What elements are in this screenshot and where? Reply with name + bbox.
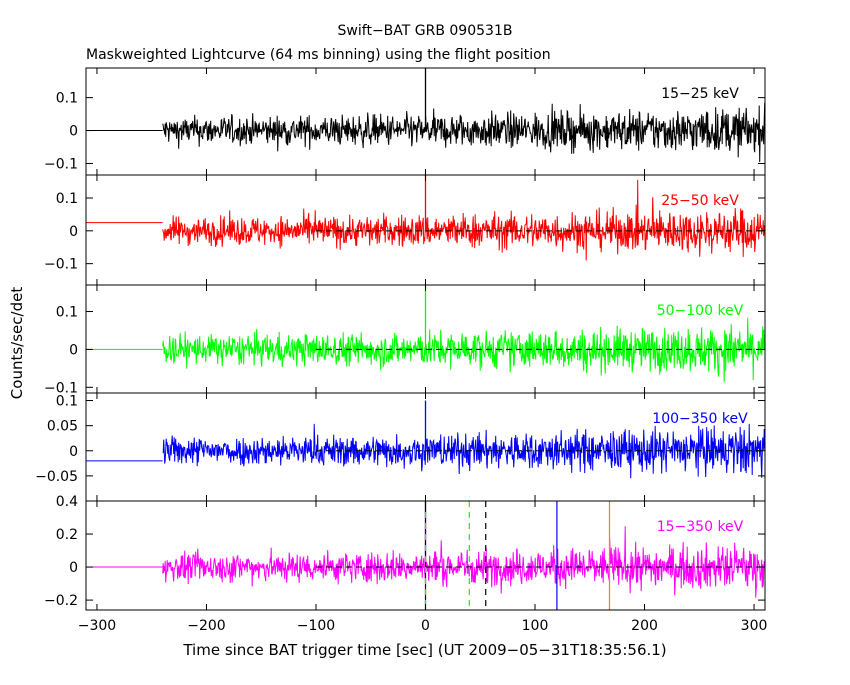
y-tick-label-1-0: −0.1 [44,257,78,273]
band-label-3: 100−350 keV [652,411,748,427]
panel-3: −0.05 0 0.05 0.1 100−350 keV [35,392,766,502]
y-axis-label: Counts/sec/det [8,287,26,400]
series-line-4 [162,526,765,598]
y-tick-label-0-1: 0 [69,124,78,140]
y-tick-label-1-2: 0.1 [56,191,78,207]
x-axis-label: Time since BAT trigger time [sec] (UT 20… [182,641,666,659]
series-line-2 [162,317,765,383]
band-label-4: 15−350 keV [657,519,744,535]
y-tick-label-2-1: 0 [69,342,78,358]
x-tick-label-2: −100 [297,618,335,634]
panel-data-2 [86,285,765,383]
panel-data-0 [86,68,765,163]
x-tick-label-6: 300 [741,618,768,634]
x-tick-label-3: 0 [421,618,430,634]
y-tick-label-3-2: 0.05 [47,419,78,435]
panel-data-4 [86,501,765,610]
y-tick-label-4-3: 0.4 [56,494,78,510]
y-tick-label-4-1: 0 [69,560,78,576]
panel-2: −0.1 0 0.1 50−100 keV [44,284,766,396]
x-tick-label-0: −300 [78,618,116,634]
series-line-1 [162,179,765,261]
y-tick-label-1-1: 0 [69,224,78,240]
panel-1: −0.1 0 0.1 25−50 keV [44,174,766,286]
x-tick-label-5: 200 [631,618,658,634]
chart-title: Swift−BAT GRB 090531B [338,23,513,39]
x-tick-label-1: −200 [187,618,225,634]
y-tick-label-2-0: −0.1 [44,380,78,396]
y-tick-label-4-0: −0.2 [44,593,78,609]
panel-0: −0.1 0 0.1 15−25 keV [44,67,766,176]
panel-4: −0.2 0 0.2 0.4 15−350 keV [44,494,766,611]
chart-subtitle: Maskweighted Lightcurve (64 ms binning) … [86,47,551,63]
band-label-1: 25−50 keV [661,193,739,209]
y-tick-label-3-1: 0 [69,444,78,460]
series-line-0 [162,102,765,163]
band-label-0: 15−25 keV [661,86,739,102]
panel-data-3 [86,400,765,479]
y-tick-label-0-2: 0.1 [56,91,78,107]
x-tick-label-4: 100 [522,618,549,634]
y-tick-label-3-3: 0.1 [56,394,78,410]
panel-data-1 [86,175,765,261]
y-tick-label-3-0: −0.05 [35,469,78,485]
panels-group: −0.1 0 0.1 15−25 keV −0.1 0 0.1 25−50 keV −0.1 0 0… [35,67,768,634]
band-label-2: 50−100 keV [657,303,744,319]
y-tick-label-2-2: 0.1 [56,305,78,321]
series-line-3 [162,423,765,479]
y-tick-label-4-2: 0.2 [56,527,78,543]
y-tick-label-0-0: −0.1 [44,156,78,172]
